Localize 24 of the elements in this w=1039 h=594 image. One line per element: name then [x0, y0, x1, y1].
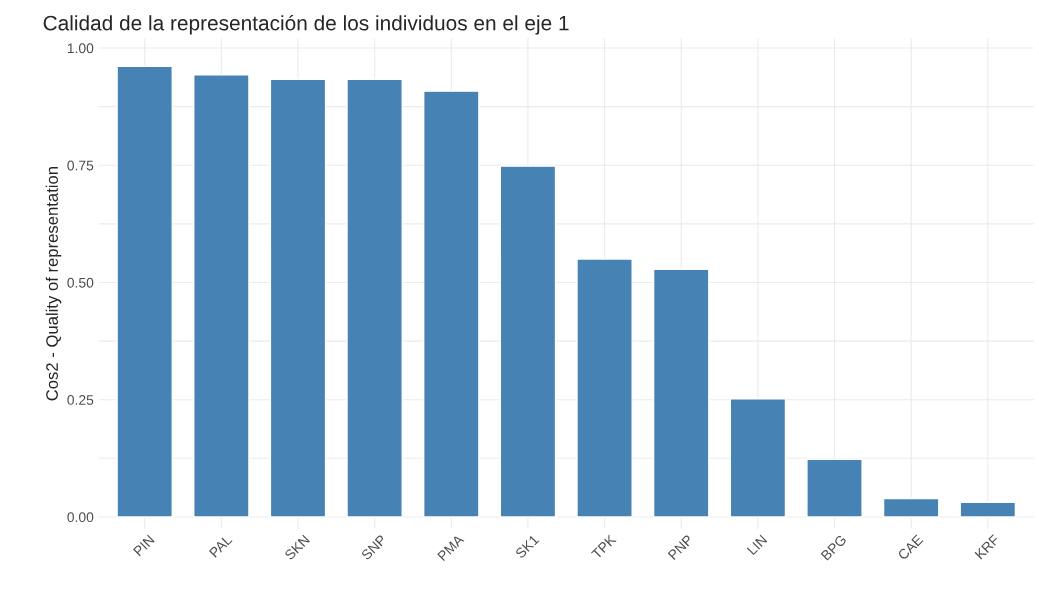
chart-title: Calidad de la representación de los individuos en el eje 1: [43, 14, 569, 35]
bar: [346, 78, 403, 518]
bar: [729, 398, 787, 518]
bar: [652, 268, 710, 518]
bar: [806, 458, 863, 518]
bar: [576, 258, 633, 518]
bar: [422, 90, 480, 518]
y-tick-label: 0.25: [67, 395, 94, 405]
x-tick-label: SK1: [514, 534, 540, 559]
x-tick-label: TPK: [591, 533, 617, 560]
y-tick-label: 0.50: [67, 277, 94, 288]
bar: [882, 497, 940, 518]
bar: [116, 65, 173, 518]
x-tick-label: PIN: [133, 534, 155, 557]
x-tick-label: PAL: [209, 534, 233, 558]
bar: [193, 74, 250, 518]
bar: [499, 165, 557, 518]
y-tick-label: 1.00: [67, 43, 94, 54]
x-tick-label: LIN: [746, 534, 768, 556]
y-tick-label: 0.00: [67, 512, 94, 523]
y-axis-title: Cos2 - Quality of representation: [45, 167, 62, 401]
bar: [269, 78, 327, 518]
bar: [959, 501, 1017, 518]
y-tick-label: 0.75: [67, 160, 94, 171]
